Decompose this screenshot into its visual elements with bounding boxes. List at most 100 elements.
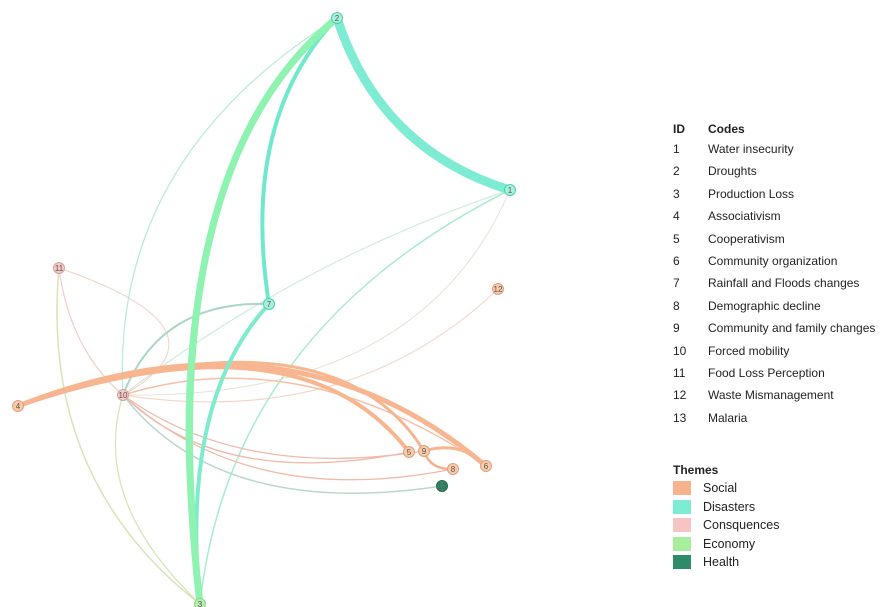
svg-text:12: 12	[494, 285, 503, 294]
code-row: 8 Demographic decline	[673, 295, 881, 317]
edge-11-3	[56, 267, 201, 605]
theme-swatch	[673, 499, 691, 514]
theme-swatch	[673, 518, 691, 533]
node-9[interactable]: 9	[418, 445, 430, 457]
code-label: Waste Mismanagement	[708, 388, 834, 403]
code-id: 8	[673, 298, 680, 313]
svg-text:3: 3	[198, 600, 203, 607]
theme-label: Health	[703, 555, 740, 570]
svg-text:11: 11	[55, 264, 64, 273]
code-row: 2 Droughts	[673, 160, 881, 182]
code-row: 3 Production Loss	[673, 183, 881, 205]
code-label: Water insecurity	[708, 142, 794, 156]
edge-11-10b	[58, 267, 170, 396]
edge-10-13	[122, 394, 443, 494]
codes-column-header: Codes	[708, 122, 745, 136]
code-id: 12	[673, 388, 687, 403]
node-6[interactable]: 6	[480, 460, 492, 472]
theme-row: Social	[673, 479, 881, 498]
theme-label: Consquences	[703, 518, 780, 533]
code-id: 4	[673, 209, 680, 224]
theme-row: Consquences	[673, 516, 881, 535]
code-id: 7	[673, 276, 680, 291]
edge-4-6	[17, 362, 488, 468]
code-row: 7 Rainfall and Floods changes	[673, 272, 881, 294]
network-edges	[17, 15, 512, 605]
id-column-header: ID	[673, 122, 685, 136]
theme-row: Health	[673, 553, 881, 572]
themes-list: Social Disasters Consquences Economy Health	[673, 479, 881, 572]
code-row: 10 Forced mobility	[673, 340, 881, 362]
codes-list: 1 Water insecurity 2 Droughts 3 Production Lo…	[673, 138, 881, 429]
node-4[interactable]: 4	[12, 400, 24, 412]
edge-10-6	[122, 377, 487, 467]
svg-text:5: 5	[407, 448, 412, 457]
node-12[interactable]: 12	[492, 283, 504, 295]
code-label: Food Loss Perception	[708, 365, 825, 380]
edge-2-3	[186, 15, 340, 605]
code-row: 11 Food Loss Perception	[673, 362, 881, 384]
code-id: 5	[673, 231, 680, 246]
edge-2-1	[332, 16, 512, 195]
theme-swatch	[673, 555, 691, 570]
theme-label: Disasters	[703, 499, 756, 514]
code-id: 6	[673, 253, 680, 268]
code-id: 13	[673, 410, 687, 425]
edge-10-9	[122, 394, 425, 459]
svg-text:8: 8	[451, 465, 456, 474]
node-3[interactable]: 3	[194, 598, 206, 607]
svg-text:6: 6	[484, 462, 489, 471]
theme-row: Disasters	[673, 498, 881, 517]
code-id: 11	[673, 365, 686, 380]
code-row: 12 Waste Mismanagement	[673, 384, 881, 406]
edge-9-6	[423, 446, 488, 468]
node-2[interactable]: 2	[331, 12, 343, 24]
network-nodes: 1 2 3 4 5 6 7 8	[12, 12, 516, 607]
code-label: Demographic decline	[708, 298, 821, 313]
code-row: 4 Associativism	[673, 205, 881, 227]
theme-row: Economy	[673, 535, 881, 554]
theme-swatch	[673, 481, 691, 496]
node-13[interactable]: 13	[436, 480, 448, 492]
node-11[interactable]: 11	[53, 262, 65, 274]
svg-text:7: 7	[267, 300, 272, 309]
node-1[interactable]: 1	[504, 184, 516, 196]
code-id: 9	[673, 321, 680, 336]
node-5[interactable]: 5	[403, 446, 415, 458]
svg-text:1: 1	[508, 186, 513, 195]
code-id: 3	[673, 186, 680, 201]
themes-title: Themes	[673, 463, 719, 478]
svg-text:9: 9	[422, 447, 427, 456]
node-7[interactable]: 7	[263, 298, 275, 310]
node-8[interactable]: 8	[447, 463, 459, 475]
code-label: Associativism	[708, 209, 781, 224]
theme-label: Social	[703, 481, 738, 496]
code-label: Community and family changes	[708, 321, 876, 336]
code-label: Cooperativism	[708, 231, 785, 246]
code-id: 2	[673, 164, 680, 179]
edge-11-10	[58, 267, 124, 396]
edge-1-3	[199, 189, 511, 605]
svg-text:10: 10	[119, 391, 128, 400]
edge-2-7	[260, 16, 339, 305]
code-label: Malaria	[708, 410, 748, 425]
code-row: 13 Malaria	[673, 407, 881, 429]
code-id: 10	[673, 343, 687, 358]
node-10[interactable]: 10	[117, 389, 129, 401]
code-row: 6 Community organization	[673, 250, 881, 272]
theme-label: Economy	[703, 536, 756, 551]
code-label: Rainfall and Floods changes	[708, 276, 860, 291]
edge-4-9	[17, 360, 426, 452]
svg-text:2: 2	[335, 14, 340, 23]
edge-10-8	[122, 394, 454, 481]
code-label: Production Loss	[708, 186, 795, 201]
legend: ID Codes 1 Water insecurity 2 Droughts 3 Prod…	[673, 120, 881, 572]
svg-text:4: 4	[16, 402, 21, 411]
codes-table-header: ID Codes	[673, 120, 881, 138]
code-label: Forced mobility	[708, 343, 790, 358]
edge-2-10	[121, 17, 338, 396]
edge-1-10b	[122, 189, 511, 396]
edge-10-3	[114, 394, 201, 605]
code-label: Community organization	[708, 253, 838, 268]
